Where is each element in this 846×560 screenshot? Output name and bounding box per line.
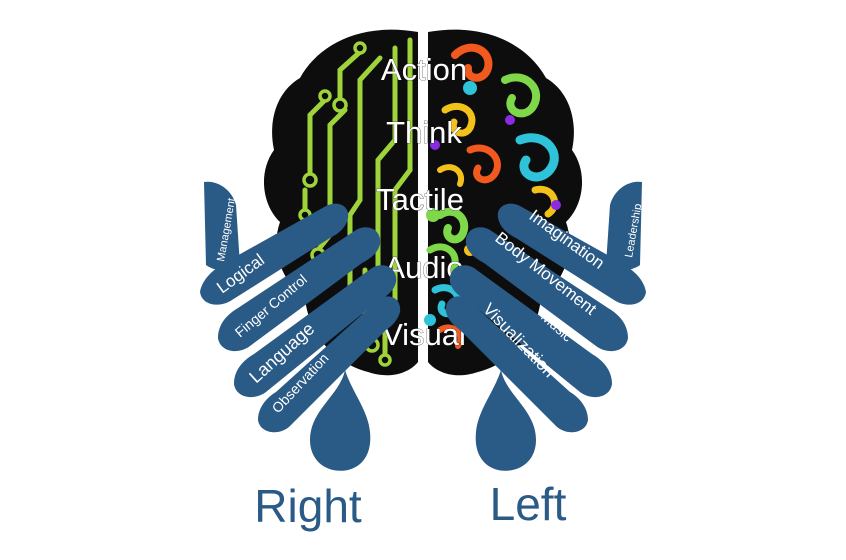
right-hand-finger-3 [234, 265, 397, 398]
left-hand [445, 181, 646, 471]
brain-label-tactile: Tactile [376, 182, 464, 217]
left-hand-thumb [606, 181, 642, 271]
right-hand-thumb [204, 181, 240, 271]
brain-label-action: Action [381, 52, 467, 87]
right-hand-palm-drop [310, 370, 371, 471]
right-hand-finger-1 [200, 203, 349, 305]
left-hand-finger-2 [465, 227, 628, 352]
right-hand [200, 181, 401, 471]
brain-label-think: Think [386, 115, 462, 150]
left-hand-finger-1 [497, 203, 646, 305]
left-hand-finger-4 [445, 296, 588, 433]
right-hand-finger-4 [258, 296, 401, 433]
side-label-right: Right [254, 480, 362, 532]
left-hand-finger-3 [449, 265, 612, 398]
right-hand-finger-2 [218, 227, 381, 352]
brain-fissure [417, 29, 426, 373]
side-label-left: Left [490, 478, 567, 530]
left-hand-palm-drop [475, 370, 536, 471]
color-swirls [426, 43, 559, 349]
